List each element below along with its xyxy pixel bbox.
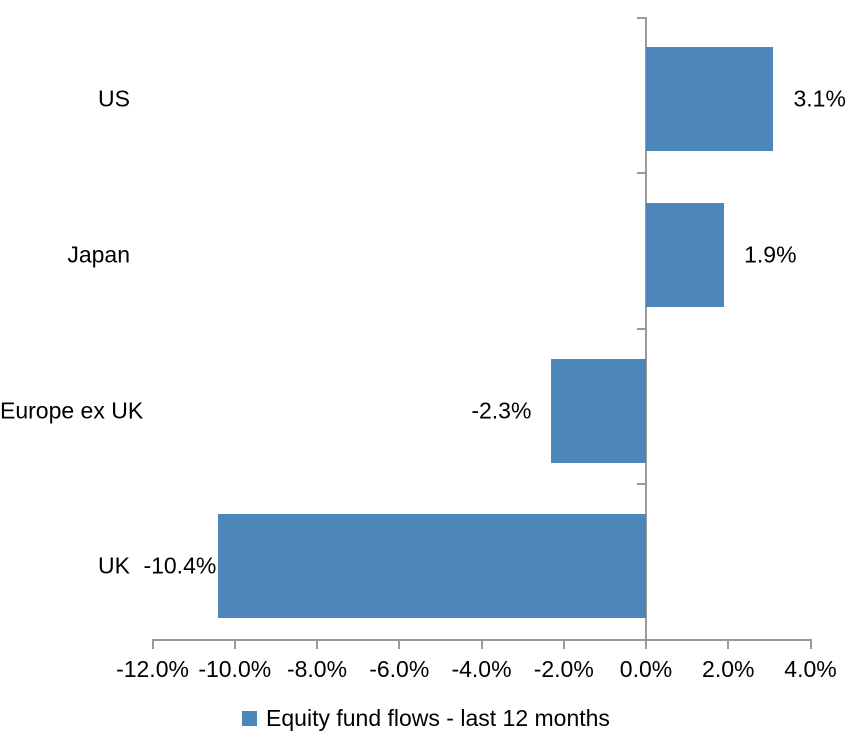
data-label-europe-ex-uk: -2.3% <box>471 397 532 423</box>
data-label-us: 3.1% <box>793 85 846 112</box>
x-axis-tick <box>809 641 812 649</box>
legend-marker-icon <box>242 711 258 726</box>
category-axis-tick <box>637 171 645 174</box>
category-axis-tick <box>637 17 645 19</box>
legend-label: Equity fund flows - last 12 months <box>266 705 610 731</box>
category-label-us: US <box>98 85 130 112</box>
x-axis-tick-label: 2.0% <box>702 656 755 682</box>
x-axis-tick <box>233 641 236 649</box>
x-axis-tick-label: -4.0% <box>451 656 512 682</box>
data-label-uk: -10.4% <box>143 552 217 579</box>
bar-us <box>646 47 774 151</box>
x-axis-line <box>151 639 812 641</box>
bar-uk <box>218 514 646 619</box>
x-axis-tick-label: -10.0% <box>198 656 272 682</box>
data-label-japan: 1.9% <box>744 241 797 268</box>
bar-japan <box>646 202 725 307</box>
category-axis-tick <box>637 327 645 330</box>
x-axis-tick <box>562 641 565 649</box>
x-axis-tick-label: 0.0% <box>619 656 673 682</box>
bar-europe-ex-uk <box>551 358 646 463</box>
x-axis-tick <box>727 641 730 649</box>
zero-axis-line <box>645 17 647 649</box>
x-axis-tick-label: -8.0% <box>286 656 348 682</box>
category-label-uk: UK <box>98 552 130 579</box>
x-axis-tick-label: -2.0% <box>533 656 594 682</box>
x-axis-tick-label: -12.0% <box>116 656 189 682</box>
x-axis-tick <box>316 641 318 649</box>
category-label-japan: Japan <box>67 241 130 268</box>
x-axis-tick <box>151 641 154 649</box>
x-axis-tick-label: -6.0% <box>369 656 430 682</box>
category-label-europe-ex-uk: Europe ex UK <box>0 397 144 423</box>
x-axis-tick <box>480 641 483 649</box>
x-axis-tick <box>398 641 401 649</box>
x-axis-tick-label: 4.0% <box>784 656 837 682</box>
category-axis-tick <box>637 483 645 486</box>
legend: Equity fund flows - last 12 months <box>0 705 852 732</box>
